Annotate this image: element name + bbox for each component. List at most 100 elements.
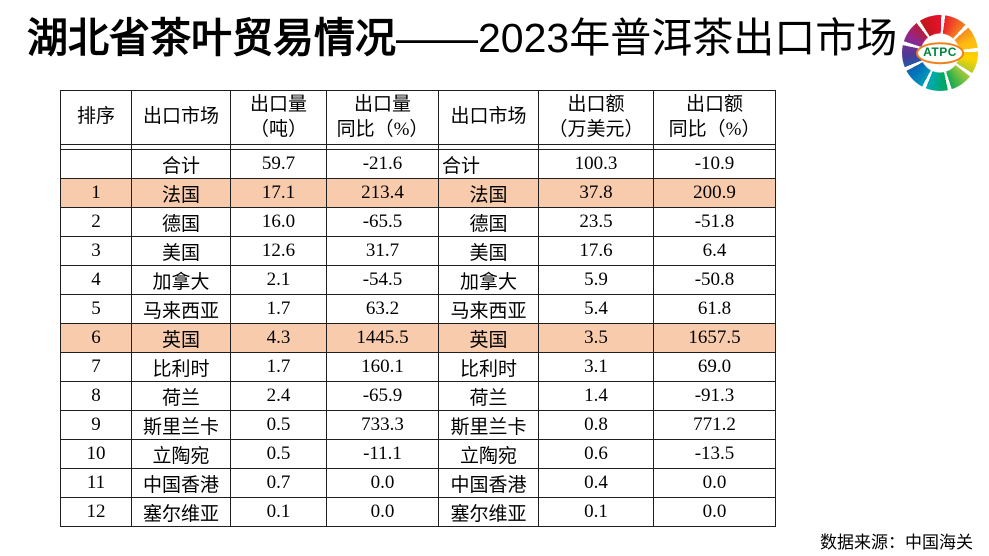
market2-cell: 中国香港 [438,468,539,498]
table-row: 10 立陶宛 0.5 -11.1 立陶宛 0.6 -13.5 [60,439,776,469]
value-yoy-cell: -91.3 [653,381,776,411]
logo-label: ATPC [916,42,964,64]
volume-yoy-cell: 1445.5 [326,323,439,353]
rank-cell: 12 [60,497,132,527]
market2-cell: 英国 [438,323,539,353]
market-cell: 加拿大 [131,265,231,295]
market-cell: 法国 [131,178,231,208]
volume-cell: 0.5 [230,439,327,469]
market-cell: 斯里兰卡 [131,410,231,440]
value-cell: 100.3 [538,149,654,179]
market2-cell: 加拿大 [438,265,539,295]
value-cell: 5.4 [538,294,654,324]
table-row: 6 英国 4.3 1445.5 英国 3.5 1657.5 [60,323,776,353]
market-cell: 荷兰 [131,381,231,411]
header-export-market-volume: 出口市场 [131,90,231,145]
value-cell: 0.4 [538,468,654,498]
value-cell: 1.4 [538,381,654,411]
table-row: 1 法国 17.1 213.4 法国 37.8 200.9 [60,178,776,208]
value-cell: 37.8 [538,178,654,208]
volume-cell: 16.0 [230,207,327,237]
trade-table-header: 排序 出口市场 出口量 （吨） 出口量 同比（%） 出口市场 出口额 （万美元）… [60,90,776,150]
rank-cell: 5 [60,294,132,324]
value-yoy-cell: 0.0 [653,468,776,498]
market2-cell: 马来西亚 [438,294,539,324]
volume-yoy-cell: 160.1 [326,352,439,382]
value-cell: 0.6 [538,439,654,469]
table-row: 11 中国香港 0.7 0.0 中国香港 0.4 0.0 [60,468,776,498]
rank-cell: 10 [60,439,132,469]
rank-cell: 7 [60,352,132,382]
header-row: 排序 出口市场 出口量 （吨） 出口量 同比（%） 出口市场 出口额 （万美元）… [60,90,776,145]
header-rank: 排序 [60,90,132,145]
value-yoy-cell: 69.0 [653,352,776,382]
header-export-value: 出口额 （万美元） [538,90,654,145]
volume-cell: 1.7 [230,294,327,324]
volume-cell: 2.1 [230,265,327,295]
volume-yoy-cell: -54.5 [326,265,439,295]
header-export-market-value: 出口市场 [438,90,539,145]
table-row: 8 荷兰 2.4 -65.9 荷兰 1.4 -91.3 [60,381,776,411]
value-cell: 0.1 [538,497,654,527]
volume-yoy-cell: 0.0 [326,497,439,527]
volume-cell: 59.7 [230,149,327,179]
market-cell: 美国 [131,236,231,266]
market2-cell: 斯里兰卡 [438,410,539,440]
volume-yoy-cell: 213.4 [326,178,439,208]
market2-cell: 比利时 [438,352,539,382]
trade-table-body: 合计 59.7 -21.6 合计 100.3 -10.9 1 法国 17.1 213.4 法国 37.… [60,149,776,527]
rank-cell: 3 [60,236,132,266]
value-cell: 3.5 [538,323,654,353]
value-cell: 3.1 [538,352,654,382]
table-row: 7 比利时 1.7 160.1 比利时 3.1 69.0 [60,352,776,382]
value-yoy-cell: -13.5 [653,439,776,469]
volume-cell: 0.1 [230,497,327,527]
market2-cell: 荷兰 [438,381,539,411]
value-yoy-cell: 61.8 [653,294,776,324]
market-cell: 德国 [131,207,231,237]
volume-cell: 2.4 [230,381,327,411]
value-yoy-cell: 200.9 [653,178,776,208]
table-row: 5 马来西亚 1.7 63.2 马来西亚 5.4 61.8 [60,294,776,324]
market-cell: 马来西亚 [131,294,231,324]
volume-cell: 17.1 [230,178,327,208]
volume-cell: 4.3 [230,323,327,353]
market-cell: 合计 [131,149,231,179]
value-cell: 0.8 [538,410,654,440]
market2-cell: 德国 [438,207,539,237]
volume-cell: 1.7 [230,352,327,382]
volume-yoy-cell: 31.7 [326,236,439,266]
volume-yoy-cell: 733.3 [326,410,439,440]
volume-yoy-cell: -65.5 [326,207,439,237]
table-row: 12 塞尔维亚 0.1 0.0 塞尔维亚 0.1 0.0 [60,497,776,527]
value-yoy-cell: 6.4 [653,236,776,266]
page-title-bold: 湖北省茶叶贸易情况 [27,15,396,61]
page-title-light: ——2023年普洱茶出口市场 [396,15,898,61]
value-yoy-cell: -50.8 [653,265,776,295]
rank-cell: 2 [60,207,132,237]
market-cell: 塞尔维亚 [131,497,231,527]
market2-cell: 塞尔维亚 [438,497,539,527]
rank-cell [60,149,132,179]
table-row: 4 加拿大 2.1 -54.5 加拿大 5.9 -50.8 [60,265,776,295]
trade-table: 排序 出口市场 出口量 （吨） 出口量 同比（%） 出口市场 出口额 （万美元）… [60,90,776,527]
header-export-value-yoy: 出口额 同比（%） [653,90,776,145]
rank-cell: 11 [60,468,132,498]
value-yoy-cell: 771.2 [653,410,776,440]
market-cell: 中国香港 [131,468,231,498]
market-cell: 立陶宛 [131,439,231,469]
atpc-logo: ATPC [902,15,978,91]
value-yoy-cell: 0.0 [653,497,776,527]
value-yoy-cell: -10.9 [653,149,776,179]
header-export-volume-yoy: 出口量 同比（%） [326,90,439,145]
data-source-note: 数据来源：中国海关 [820,533,973,552]
table-row: 3 美国 12.6 31.7 美国 17.6 6.4 [60,236,776,266]
rank-cell: 8 [60,381,132,411]
value-cell: 17.6 [538,236,654,266]
volume-yoy-cell: -21.6 [326,149,439,179]
table-row: 9 斯里兰卡 0.5 733.3 斯里兰卡 0.8 771.2 [60,410,776,440]
table-row: 合计 59.7 -21.6 合计 100.3 -10.9 [60,149,776,179]
table-row: 2 德国 16.0 -65.5 德国 23.5 -51.8 [60,207,776,237]
volume-cell: 0.7 [230,468,327,498]
